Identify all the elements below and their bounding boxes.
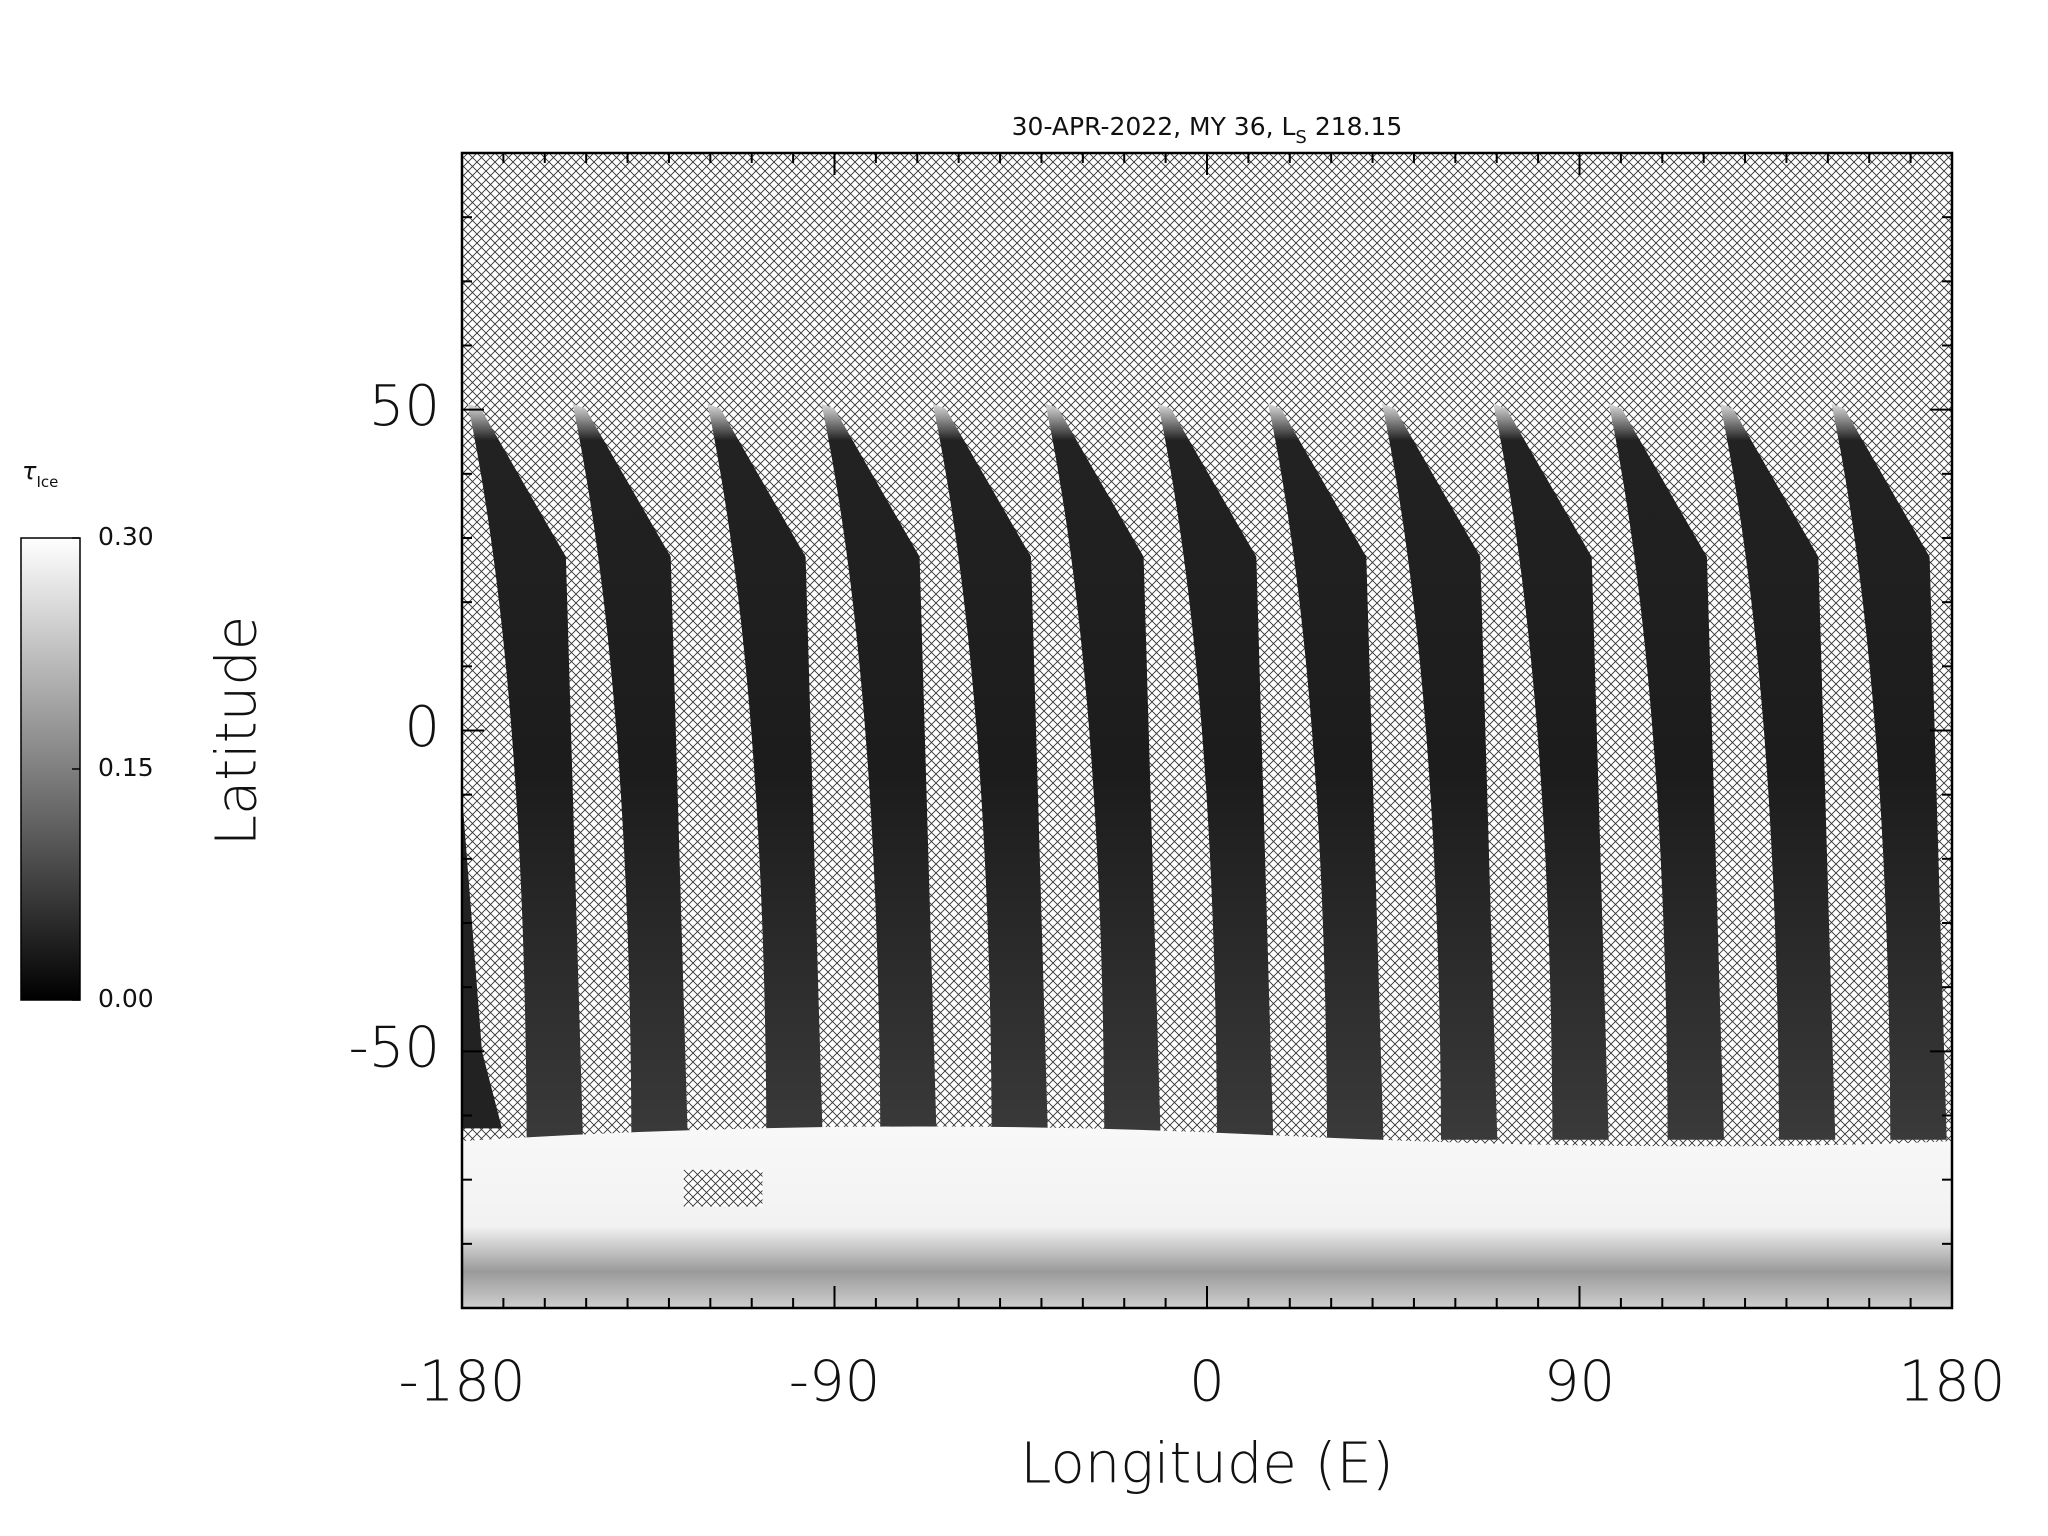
- x-tick-label: 0: [1189, 1349, 1225, 1414]
- x-tick-label: 90: [1544, 1349, 1615, 1414]
- colorbar-symbol: τ: [22, 457, 37, 485]
- orbit-swath: [467, 403, 583, 1140]
- colorbar-tick-label: 0.15: [98, 753, 154, 782]
- orbit-swath: [1720, 403, 1836, 1140]
- colorbar-tick-label: 0.00: [98, 984, 154, 1013]
- y-tick-label: 0: [404, 695, 440, 760]
- orbit-swath: [707, 403, 823, 1140]
- polar-cap: [462, 1126, 1952, 1308]
- orbit-swath: [932, 403, 1048, 1140]
- x-tick-label: 180: [1899, 1349, 2006, 1414]
- y-tick-label: -50: [349, 1016, 440, 1081]
- chart-title: 30-APR-2022, MY 36, LS 218.15: [1012, 112, 1403, 148]
- orbit-swath: [572, 403, 688, 1140]
- colorbar-tick-label: 0.30: [98, 522, 154, 551]
- colorbar-label: τIce: [22, 457, 58, 491]
- x-tick-label: -90: [789, 1349, 880, 1414]
- orbit-swath: [1268, 403, 1384, 1140]
- title-suffix: 218.15: [1315, 112, 1402, 141]
- orbit-swath: [1493, 403, 1609, 1140]
- x-tick-label: -180: [398, 1349, 525, 1414]
- x-axis-label: Longitude (E): [1020, 1431, 1393, 1496]
- colorbar-subscript: Ice: [36, 473, 58, 491]
- orbit-swath: [821, 403, 937, 1140]
- orbit-swath: [1831, 403, 1947, 1140]
- title-subscript: S: [1295, 127, 1306, 148]
- left-swath-edge: [462, 794, 502, 1129]
- colorbar: [20, 537, 81, 1001]
- orbit-swath: [1382, 403, 1498, 1140]
- map-image: [462, 153, 1952, 1308]
- polar-gap-hatch: [683, 1169, 763, 1207]
- y-tick-label: 50: [369, 374, 440, 439]
- title-text: 30-APR-2022, MY 36, L: [1012, 112, 1296, 141]
- orbit-swath: [1158, 403, 1274, 1140]
- orbit-swath: [1045, 403, 1161, 1140]
- orbit-swath: [1608, 403, 1724, 1140]
- y-axis-label: Latitude: [204, 616, 269, 846]
